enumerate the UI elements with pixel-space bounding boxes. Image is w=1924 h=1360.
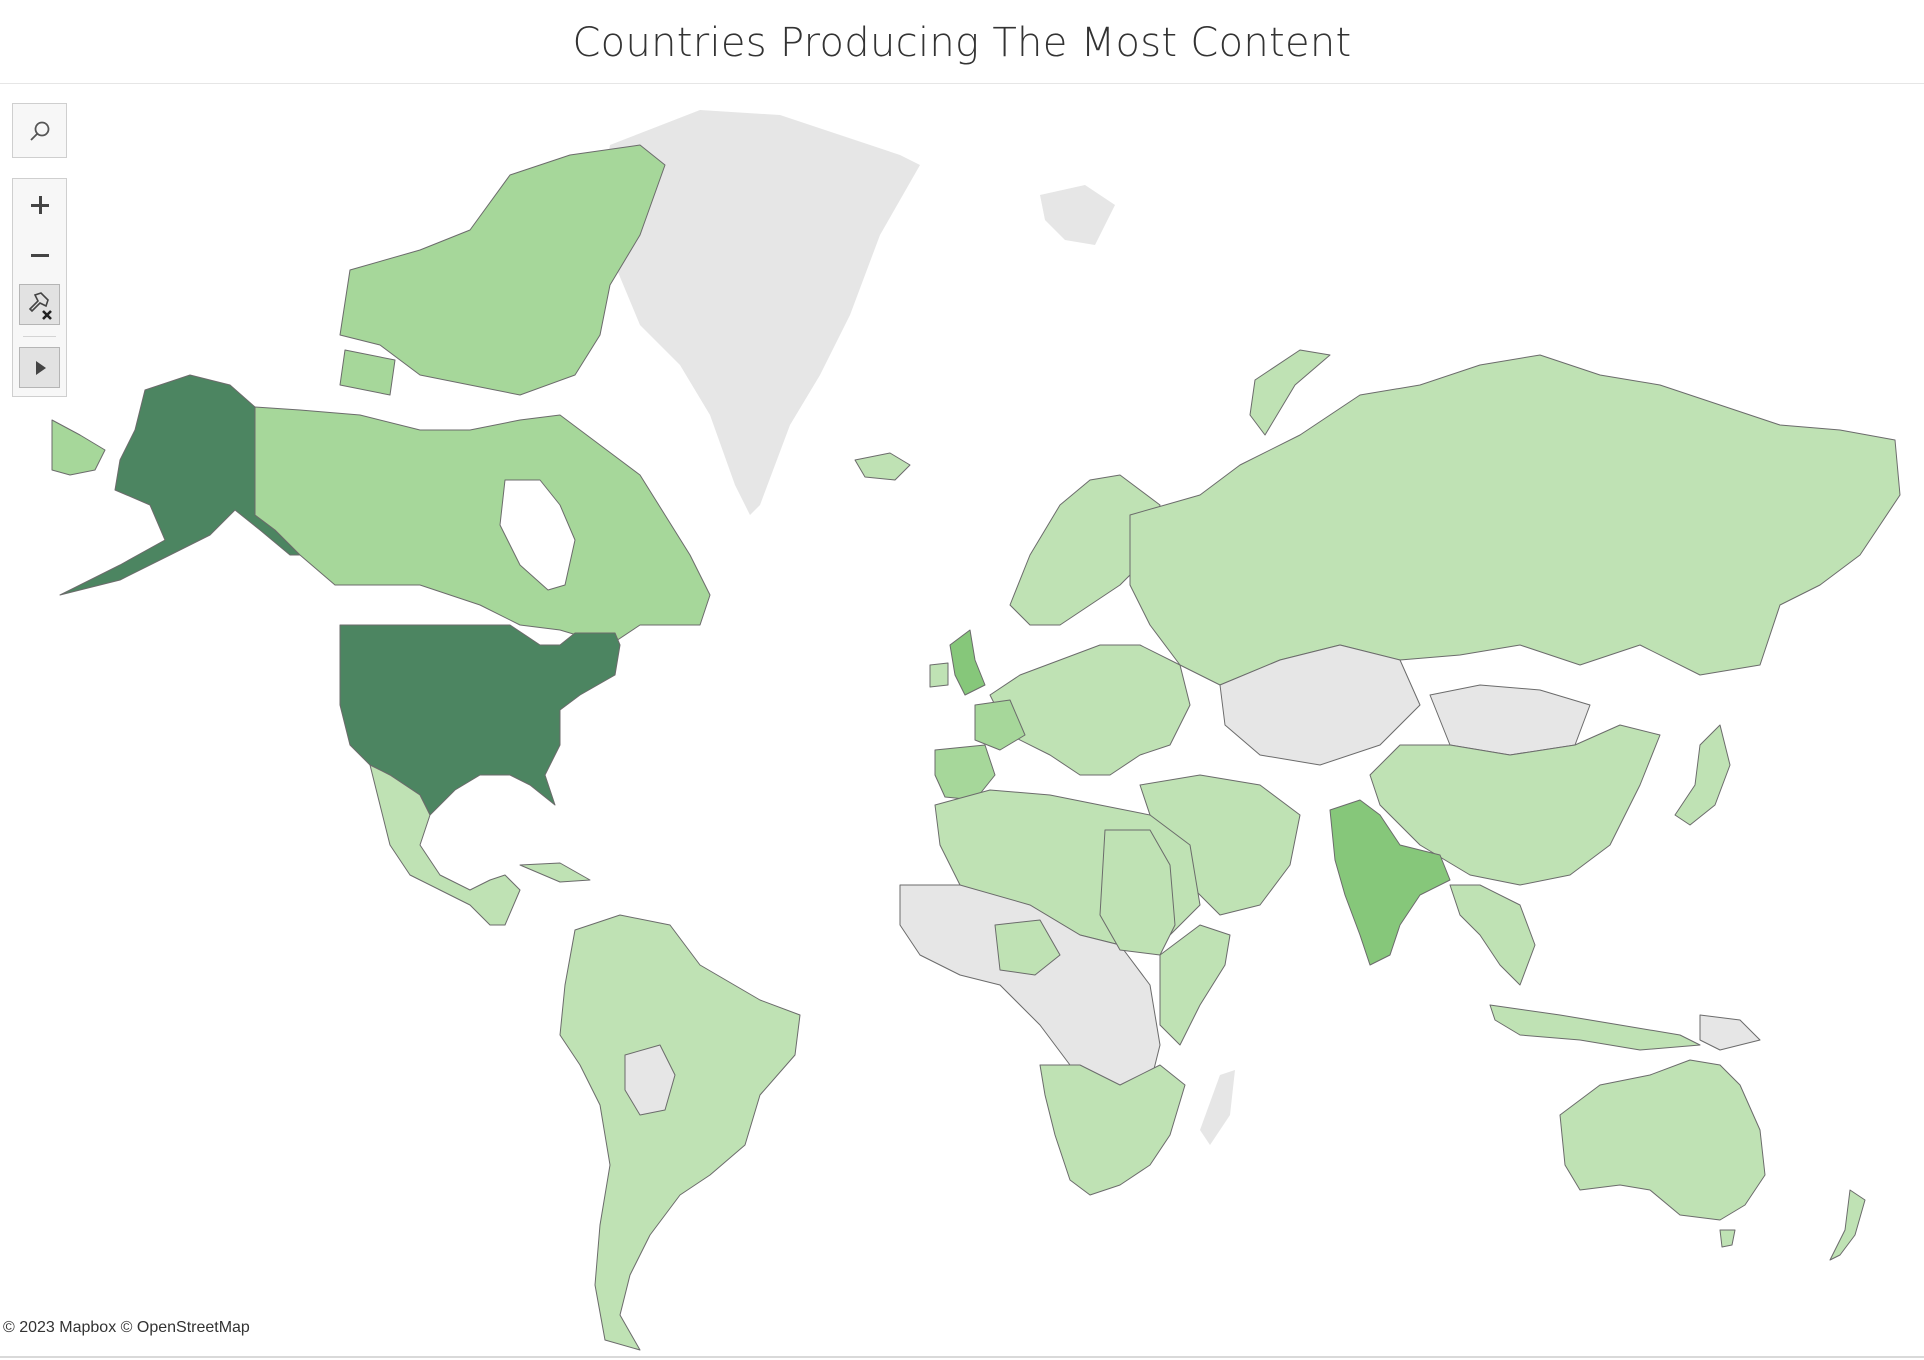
region-mexico[interactable] (369, 764, 521, 926)
region-new-guinea[interactable] (1699, 1014, 1761, 1051)
region-united-kingdom[interactable] (949, 629, 986, 696)
search-icon (29, 121, 49, 141)
region-mongolia[interactable] (1429, 684, 1591, 756)
region-canada-arctic[interactable] (339, 144, 666, 396)
page-title: Countries Producing The Most Content (572, 20, 1352, 66)
region-nigeria[interactable] (994, 919, 1061, 976)
pin-clear-icon (28, 291, 52, 320)
control-divider (23, 336, 56, 337)
region-france[interactable] (974, 699, 1026, 751)
region-australia[interactable] (1559, 1059, 1766, 1221)
world-map[interactable] (0, 85, 1924, 1355)
region-southern-africa[interactable] (1039, 1064, 1186, 1196)
region-ireland[interactable] (929, 662, 949, 688)
plus-icon (30, 196, 49, 214)
region-canada-island[interactable] (339, 349, 396, 396)
region-indonesia[interactable] (1489, 1004, 1701, 1051)
region-iceland[interactable] (854, 452, 911, 481)
region-kazakhstan[interactable] (1219, 644, 1421, 766)
region-russia[interactable] (1129, 354, 1901, 686)
region-madagascar[interactable] (1200, 1070, 1235, 1145)
region-new-zealand[interactable] (1829, 1189, 1866, 1261)
zoom-in-button[interactable] (13, 181, 66, 229)
search-control[interactable] (12, 103, 67, 158)
pan-mode-button[interactable] (19, 347, 60, 388)
zoom-controls (12, 178, 67, 397)
region-southeast-asia[interactable] (1449, 884, 1536, 986)
region-south-america[interactable] (559, 914, 801, 1351)
region-bolivia[interactable] (624, 1044, 676, 1116)
clear-pins-button[interactable] (19, 284, 60, 325)
region-europe[interactable] (989, 644, 1191, 776)
region-east-africa[interactable] (1159, 924, 1231, 1046)
region-egypt-sudan[interactable] (1099, 829, 1176, 956)
play-arrow-icon (35, 360, 46, 375)
title-bar: Countries Producing The Most Content (0, 0, 1924, 84)
region-svalbard[interactable] (1040, 185, 1115, 245)
zoom-out-button[interactable] (13, 231, 66, 279)
region-hudson-bay (499, 479, 576, 591)
bottom-divider (0, 1356, 1924, 1358)
region-china[interactable] (1369, 724, 1661, 886)
region-canada[interactable] (254, 406, 711, 646)
map-canvas[interactable] (0, 85, 1924, 1355)
region-japan[interactable] (1674, 724, 1731, 826)
region-india[interactable] (1329, 799, 1451, 966)
minus-icon (30, 254, 49, 257)
search-button[interactable] (13, 107, 66, 155)
region-alaska-west[interactable] (51, 419, 106, 476)
region-cuba[interactable] (519, 862, 591, 883)
region-tasmania[interactable] (1719, 1229, 1736, 1248)
map-attribution[interactable]: © 2023 Mapbox © OpenStreetMap (0, 1317, 256, 1340)
region-novaya-zemlya[interactable] (1249, 349, 1331, 436)
region-greenland[interactable] (600, 110, 920, 515)
